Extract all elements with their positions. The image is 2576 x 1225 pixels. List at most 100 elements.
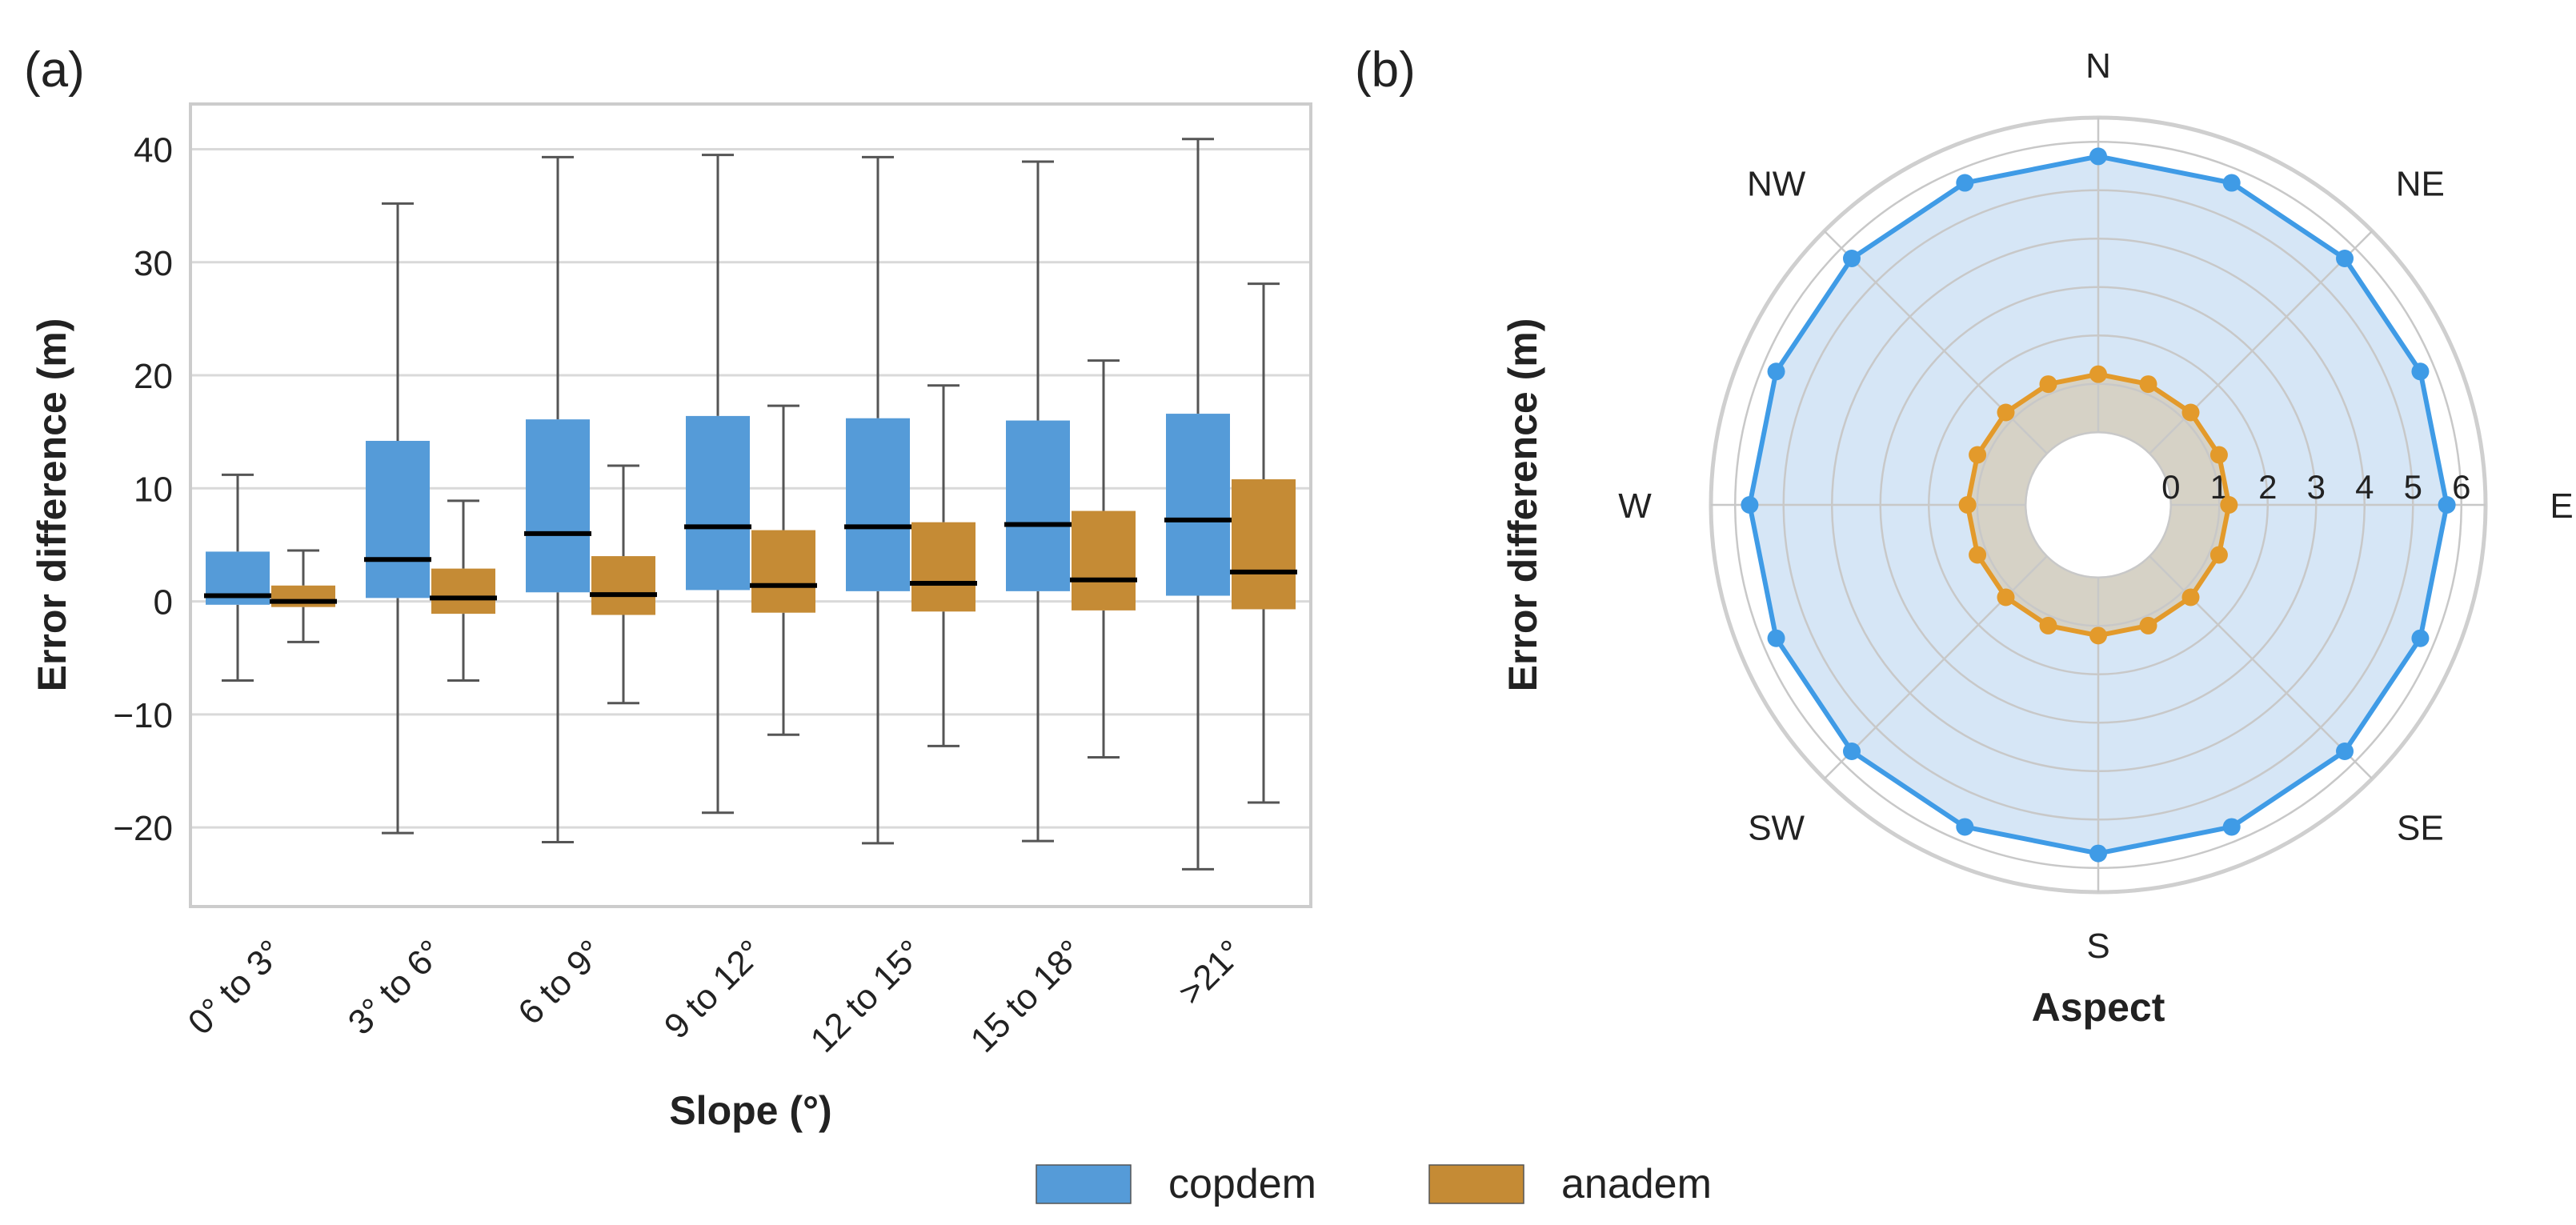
radar-direction-label: NE: [2396, 165, 2445, 204]
y-tick-label: −20: [113, 809, 173, 848]
box-iqr: [431, 568, 495, 615]
y-tick-label: 20: [134, 357, 173, 396]
radar-point-anadem: [2089, 365, 2107, 383]
radar-point-anadem: [2209, 546, 2228, 564]
y-tick-label: −10: [113, 696, 173, 735]
boxplot-x-axis-label: Slope (°): [669, 1088, 831, 1133]
radar-r-tick-label: 2: [2258, 468, 2277, 506]
box-iqr: [751, 530, 815, 613]
x-tick-label: 3° to 6°: [341, 932, 451, 1042]
radar-r-tick-label: 0: [2161, 468, 2180, 506]
radar-r-tick-label: 3: [2307, 468, 2326, 506]
box-iqr: [1232, 479, 1296, 610]
radar-point-copdem: [1842, 249, 1861, 267]
boxplot-x-ticks: 0° to 3° 3° to 6° 6 to 9° 9 to 12° 12 to 15°…: [181, 932, 1251, 1060]
y-tick-label: 0: [154, 583, 173, 623]
y-tick-label: 10: [134, 470, 173, 509]
box-anadem-0: [270, 549, 337, 643]
radar-point-copdem: [2411, 362, 2430, 381]
x-tick-label: 9 to 12°: [657, 932, 771, 1046]
radar-point-copdem: [1741, 496, 1759, 514]
panel-b-label: (b): [1355, 42, 1416, 98]
radar-point-copdem: [2336, 249, 2354, 267]
radar-point-anadem: [2039, 616, 2057, 635]
radar-point-anadem: [2181, 588, 2200, 606]
radar-x-axis-label: Aspect: [2032, 985, 2165, 1030]
radar-direction-label: N: [2085, 46, 2111, 86]
radar-direction-label: SW: [1748, 808, 1805, 847]
boxplot-boxes: [204, 138, 1297, 871]
radar-point-anadem: [1997, 403, 2015, 422]
box-iqr: [686, 415, 750, 590]
radar-direction-label: NW: [1747, 165, 1806, 204]
radar-point-anadem: [2039, 375, 2057, 394]
box-copdem-4: [844, 155, 911, 845]
radar-point-copdem: [2222, 174, 2241, 192]
radar-point-copdem: [2411, 629, 2430, 647]
radar-point-copdem: [1767, 629, 1785, 647]
radar-point-copdem: [2089, 147, 2107, 166]
legend-swatch-copdem: [1036, 1164, 1132, 1204]
box-copdem-6: [1164, 138, 1232, 871]
x-tick-label: 0° to 3°: [181, 932, 290, 1042]
radar-point-anadem: [2181, 403, 2200, 422]
radar-point-anadem: [2139, 375, 2157, 394]
box-iqr: [271, 585, 335, 607]
radar-point-anadem: [1969, 446, 1987, 464]
box-iqr: [846, 418, 910, 591]
x-tick-label: 15 to 18°: [963, 932, 1092, 1060]
radar-y-axis-label: Error difference (m): [1500, 318, 1545, 692]
legend-label-anadem: anadem: [1561, 1161, 1712, 1207]
radar-point-anadem: [1969, 546, 1987, 564]
radar-point-copdem: [1956, 818, 1974, 836]
box-iqr: [1166, 414, 1230, 596]
radar-point-copdem: [2089, 844, 2107, 863]
radar-inner-hole: [2026, 433, 2170, 577]
radar-point-anadem: [1997, 588, 2015, 606]
boxplot-y-ticks: −20 −10 0 10 20 30 40: [113, 131, 173, 849]
box-iqr: [591, 556, 655, 615]
y-tick-label: 40: [134, 131, 173, 170]
x-tick-label: >21°: [1171, 932, 1251, 1012]
legend: copdem anadem: [1036, 1161, 1712, 1207]
radar-point-anadem: [2089, 627, 2107, 645]
box-copdem-3: [684, 154, 751, 815]
boxplot-y-axis-label: Error difference (m): [30, 318, 74, 692]
box-iqr: [1006, 420, 1070, 591]
radar-point-anadem: [2220, 496, 2238, 514]
box-anadem-6: [1230, 282, 1297, 804]
box-iqr: [911, 522, 976, 612]
radar-r-tick-label: 4: [2355, 468, 2374, 506]
box-anadem-2: [590, 464, 657, 705]
radar-direction-label: E: [2550, 486, 2573, 526]
radar-series: [1741, 147, 2456, 863]
radar-point-copdem: [1956, 174, 1974, 192]
box-anadem-1: [430, 499, 497, 682]
boxplot-frame: [189, 102, 1312, 908]
boxplot-gridlines: [190, 148, 1311, 829]
radar-direction-label: S: [2086, 927, 2109, 966]
box-iqr: [366, 440, 430, 598]
box-copdem-0: [204, 473, 271, 682]
radar-point-copdem: [1842, 743, 1861, 761]
radar-direction-label: SE: [2397, 808, 2444, 847]
box-copdem-1: [364, 202, 431, 835]
box-copdem-2: [524, 155, 591, 843]
box-iqr: [1072, 510, 1136, 610]
legend-label-copdem: copdem: [1168, 1161, 1316, 1207]
slope-boxplot: −20 −10 0 10 20 30 40 0° to 3° 3° to 6° 6 to 9° 9…: [30, 102, 1312, 1133]
box-iqr: [526, 419, 590, 593]
box-anadem-4: [910, 384, 977, 747]
box-anadem-5: [1070, 359, 1137, 759]
box-copdem-5: [1004, 160, 1072, 843]
radar-point-copdem: [2336, 743, 2354, 761]
radar-point-copdem: [1767, 362, 1785, 381]
radar-r-tick-label: 5: [2404, 468, 2422, 506]
box-anadem-3: [750, 404, 817, 736]
radar-point-copdem: [2222, 818, 2241, 836]
radar-point-anadem: [1958, 496, 1977, 514]
legend-swatch-anadem: [1428, 1164, 1524, 1204]
